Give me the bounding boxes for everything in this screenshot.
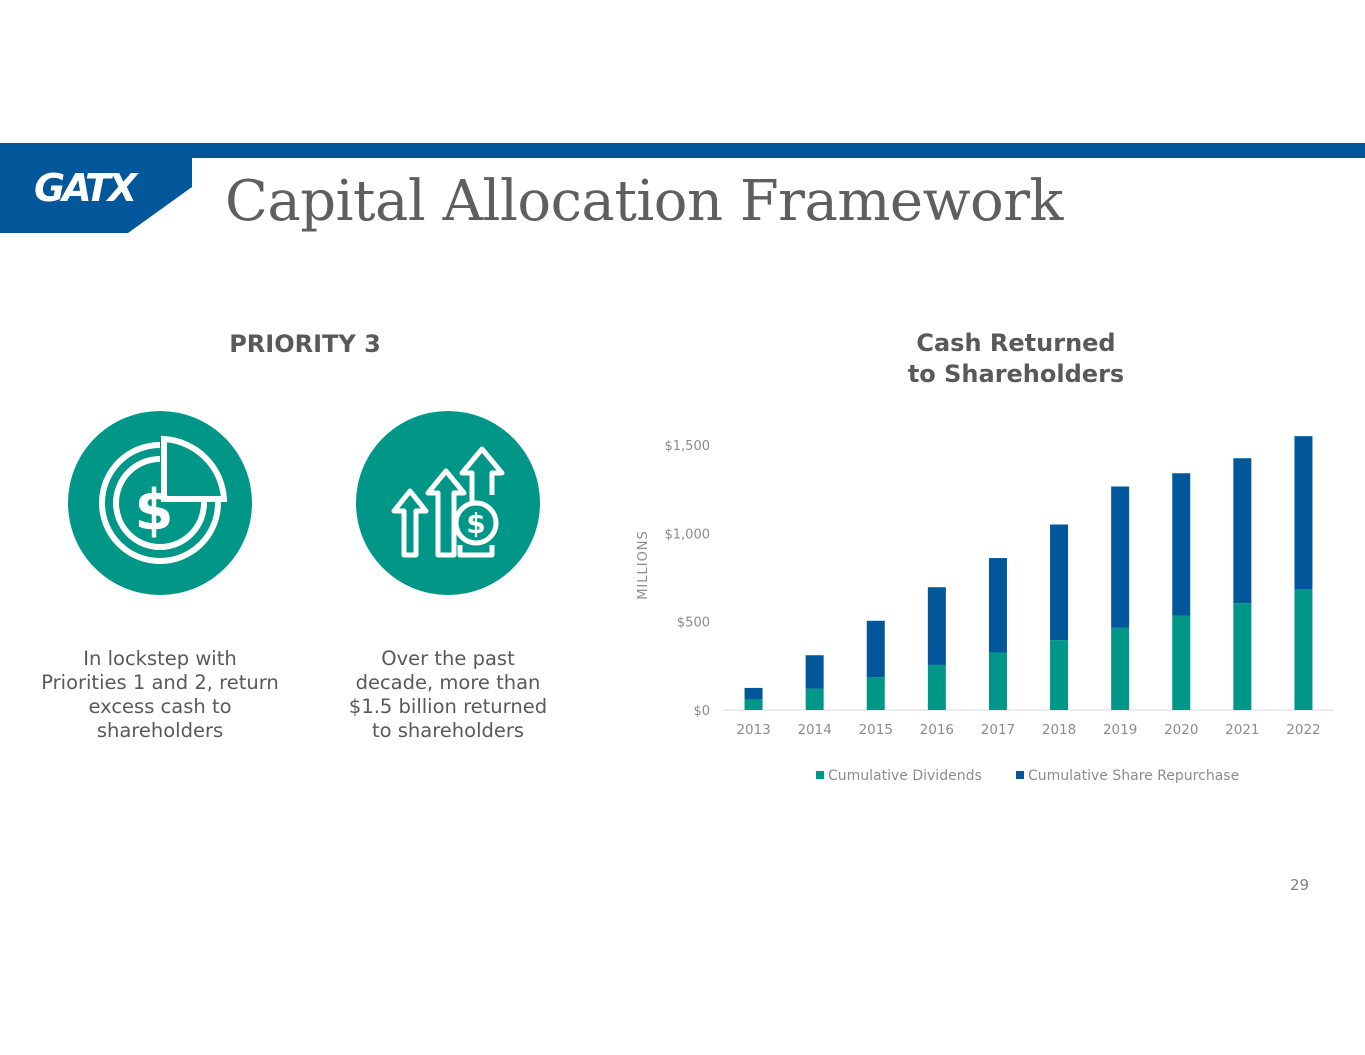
bar-share-repurchase bbox=[744, 687, 763, 700]
bar-share-repurchase bbox=[1233, 458, 1252, 604]
logo-badge bbox=[0, 143, 192, 233]
x-tick-label: 2019 bbox=[1103, 722, 1137, 738]
x-tick-label: 2014 bbox=[797, 722, 831, 738]
y-tick-label: $1,000 bbox=[665, 527, 711, 542]
bar-dividends bbox=[1294, 588, 1313, 710]
y-tick-label: $0 bbox=[693, 704, 710, 719]
bar-dividends bbox=[1050, 640, 1069, 710]
bar-dividends bbox=[1172, 615, 1191, 710]
bar-dividends bbox=[1111, 627, 1130, 710]
x-tick-label: 2017 bbox=[981, 722, 1015, 738]
bar-share-repurchase bbox=[1172, 473, 1191, 616]
svg-text:$: $ bbox=[135, 478, 174, 543]
cash-returned-description: Over the past decade, more than $1.5 bil… bbox=[348, 647, 548, 742]
x-tick-label: 2013 bbox=[736, 722, 770, 738]
bar-dividends bbox=[1233, 603, 1252, 710]
bar-share-repurchase bbox=[1294, 436, 1313, 589]
svg-text:$: $ bbox=[466, 507, 485, 540]
y-tick-label: $500 bbox=[677, 616, 710, 631]
y-tick-label: $1,500 bbox=[665, 439, 711, 454]
page-number: 29 bbox=[1290, 876, 1310, 894]
legend-label-share-repurchase: Cumulative Share Repurchase bbox=[1028, 768, 1239, 784]
page-title: Capital Allocation Framework bbox=[225, 169, 1063, 234]
x-tick-label: 2020 bbox=[1164, 722, 1198, 738]
priority-description: In lockstep with Priorities 1 and 2, ret… bbox=[41, 647, 279, 742]
bar-dividends bbox=[805, 688, 824, 710]
x-tick-label: 2015 bbox=[859, 722, 893, 738]
x-tick-label: 2021 bbox=[1225, 722, 1259, 738]
bar-share-repurchase bbox=[927, 587, 946, 665]
bar-share-repurchase bbox=[805, 655, 824, 689]
legend-swatch-dividends bbox=[816, 771, 824, 779]
bar-share-repurchase bbox=[1050, 524, 1069, 641]
bar-dividends bbox=[866, 677, 885, 710]
header-bar bbox=[0, 143, 1365, 158]
bar-share-repurchase bbox=[988, 558, 1007, 653]
bar-dividends bbox=[927, 664, 946, 710]
gatx-logo: GATX bbox=[34, 166, 137, 210]
x-tick-label: 2018 bbox=[1042, 722, 1076, 738]
bar-dividends bbox=[988, 652, 1007, 710]
legend-swatch-share-repurchase bbox=[1016, 771, 1024, 779]
growth-arrows-dollar-icon: $ bbox=[356, 411, 540, 595]
bar-dividends bbox=[744, 699, 763, 710]
chart-title: Cash Returned to Shareholders bbox=[907, 329, 1125, 388]
legend-label-dividends: Cumulative Dividends bbox=[828, 768, 982, 784]
bar-share-repurchase bbox=[1111, 486, 1130, 628]
dollar-coin-icon: $ bbox=[68, 411, 252, 595]
x-tick-label: 2016 bbox=[920, 722, 954, 738]
y-axis-label: MILLIONS bbox=[636, 530, 651, 600]
stacked-bar-chart: $0 $500 $1,000 $1,500 MILLIONS 2013 2014 2015 20… bbox=[636, 436, 1334, 784]
x-tick-label: 2022 bbox=[1286, 722, 1320, 738]
priority-label: PRIORITY 3 bbox=[229, 330, 381, 358]
bar-share-repurchase bbox=[866, 620, 885, 678]
